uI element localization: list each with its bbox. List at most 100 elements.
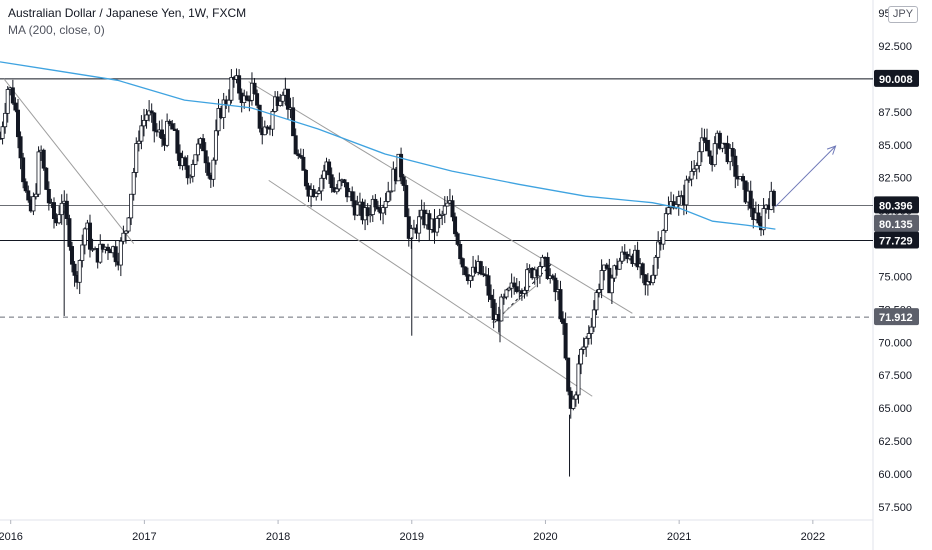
candle-body xyxy=(144,114,149,121)
candle-body xyxy=(15,109,20,138)
candle-body xyxy=(82,228,87,246)
candle-body xyxy=(761,208,766,231)
candle-body xyxy=(653,256,658,276)
candle-body xyxy=(244,95,249,101)
candle-body xyxy=(622,251,627,255)
candle-body xyxy=(183,157,188,167)
candle-body xyxy=(36,151,41,195)
candle-body xyxy=(545,256,550,279)
candle-body xyxy=(350,191,355,202)
candle-body xyxy=(699,137,704,153)
candle-body xyxy=(185,165,190,179)
candle-body xyxy=(687,178,692,181)
candle-body xyxy=(450,200,455,218)
y-tick-label: 70.000 xyxy=(878,337,912,349)
candle-body xyxy=(172,128,177,131)
candle-body xyxy=(514,286,519,292)
candle-body xyxy=(491,299,496,321)
candle-body xyxy=(504,289,509,298)
candle-body xyxy=(707,150,712,157)
candle-body xyxy=(481,273,486,276)
candle-body xyxy=(278,100,283,106)
candle-body xyxy=(684,179,689,206)
candle-body xyxy=(640,263,645,276)
x-tick-label: 2017 xyxy=(132,531,156,543)
candle-body xyxy=(69,246,74,265)
candle-body xyxy=(733,155,738,177)
price-tag xyxy=(874,214,919,232)
candle-body xyxy=(26,190,31,201)
candle-body xyxy=(252,82,257,95)
candle-body xyxy=(440,213,445,216)
candle-body xyxy=(571,398,576,409)
candle-body xyxy=(21,157,26,183)
candle-body xyxy=(676,196,681,205)
y-tick-label: 67.500 xyxy=(878,370,912,382)
candle-body xyxy=(609,277,614,294)
candle-body xyxy=(316,190,321,194)
candle-body xyxy=(121,232,126,242)
candle-body xyxy=(57,214,62,224)
candle-body xyxy=(697,151,702,166)
candle-body xyxy=(409,228,414,239)
candle-body xyxy=(211,159,216,180)
candle-body xyxy=(314,193,319,198)
candle-body xyxy=(149,110,154,114)
candle-body xyxy=(661,230,666,245)
candle-body xyxy=(131,172,136,195)
projection-arrow xyxy=(775,145,836,208)
y-tick-label: 92.500 xyxy=(878,41,912,53)
price-tag xyxy=(874,69,919,87)
candle-body xyxy=(645,281,650,286)
indicator-label[interactable]: MA (200, close, 0) xyxy=(8,23,105,37)
candle-body xyxy=(118,240,123,266)
chart-legend: Australian Dollar / Japanese Yen, 1W, FX… xyxy=(8,5,246,39)
candle-body xyxy=(59,202,64,216)
candle-body xyxy=(522,289,527,294)
candle-body xyxy=(581,346,586,350)
x-tick-label: 2019 xyxy=(400,531,424,543)
candle-body xyxy=(334,188,339,193)
candle-body xyxy=(285,88,290,110)
x-tick-label: 2022 xyxy=(801,531,825,543)
candle-body xyxy=(445,202,450,207)
candle-body xyxy=(720,142,725,149)
candle-body xyxy=(589,326,594,334)
symbol-title: Australian Dollar / Japanese Yen, 1W, FX… xyxy=(8,6,247,20)
candle-body xyxy=(293,135,298,155)
candle-body xyxy=(573,394,578,400)
price-tag-label: 71.912 xyxy=(879,312,913,324)
candle-body xyxy=(540,256,545,267)
candle-body xyxy=(404,185,409,218)
price-tag-label: 90.008 xyxy=(879,74,913,86)
candle-body xyxy=(756,212,761,224)
price-tag-label: 80.135 xyxy=(879,219,913,231)
candle-body xyxy=(0,126,5,139)
candle-body xyxy=(280,94,285,102)
candle-body xyxy=(656,241,661,258)
candle-body xyxy=(643,274,648,286)
candle-body xyxy=(442,205,447,215)
candle-body xyxy=(586,333,591,339)
candle-body xyxy=(327,161,332,176)
candle-body xyxy=(771,190,776,207)
candle-body xyxy=(512,282,517,288)
candle-body xyxy=(221,99,226,118)
candle-body xyxy=(13,102,18,111)
candle-body xyxy=(41,149,46,169)
x-tick-label: 2021 xyxy=(667,531,691,543)
candle-body xyxy=(77,260,82,283)
moving-average-line xyxy=(0,61,776,230)
price-tag xyxy=(874,196,919,214)
candle-body xyxy=(10,87,15,104)
candle-body xyxy=(663,213,668,231)
candle-body xyxy=(126,217,131,232)
candle-body xyxy=(604,264,609,269)
candle-body xyxy=(105,246,110,251)
candle-body xyxy=(190,164,195,177)
candle-body xyxy=(489,294,494,300)
currency-button[interactable]: JPY xyxy=(888,6,918,23)
price-tag-label: 80.396 xyxy=(879,200,913,212)
candle-body xyxy=(141,119,146,127)
